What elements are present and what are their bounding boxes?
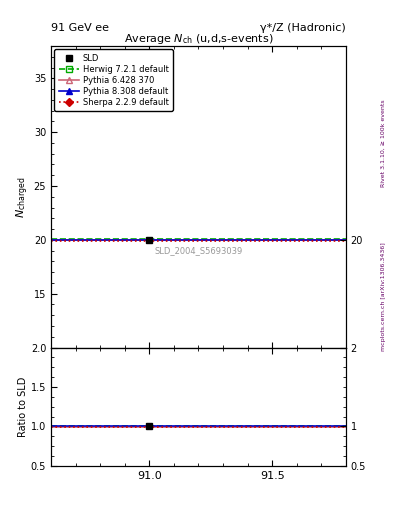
Text: mcplots.cern.ch [arXiv:1306.3436]: mcplots.cern.ch [arXiv:1306.3436] <box>381 243 386 351</box>
Title: Average $N_\mathregular{ch}$ (u,d,s-events): Average $N_\mathregular{ch}$ (u,d,s-even… <box>124 32 273 46</box>
Text: SLD_2004_S5693039: SLD_2004_S5693039 <box>154 247 242 255</box>
Y-axis label: $N_\mathregular{charged}$: $N_\mathregular{charged}$ <box>15 176 31 218</box>
Text: Rivet 3.1.10, ≥ 100k events: Rivet 3.1.10, ≥ 100k events <box>381 99 386 187</box>
Text: γ*/Z (Hadronic): γ*/Z (Hadronic) <box>260 23 346 33</box>
Y-axis label: Ratio to SLD: Ratio to SLD <box>18 376 28 437</box>
Text: 91 GeV ee: 91 GeV ee <box>51 23 109 33</box>
Legend: SLD, Herwig 7.2.1 default, Pythia 6.428 370, Pythia 8.308 default, Sherpa 2.2.9 : SLD, Herwig 7.2.1 default, Pythia 6.428 … <box>54 50 173 111</box>
